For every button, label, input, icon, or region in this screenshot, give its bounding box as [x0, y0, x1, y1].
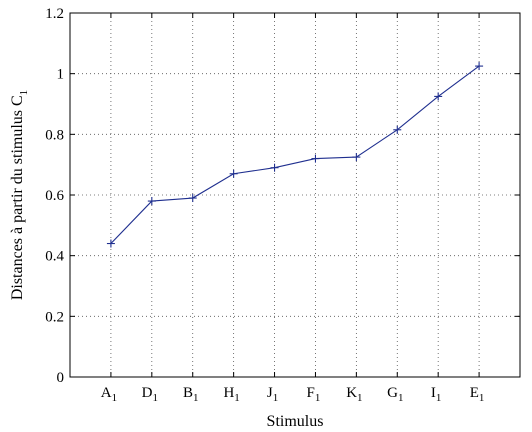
x-axis-ticks: A1 D1 B1 H1 J1 F1 K1 G1 I1 E1 — [101, 13, 485, 404]
data-point — [393, 125, 402, 134]
x-tick-label: H1 — [223, 385, 239, 404]
y-axis-label-subscript: 1 — [18, 90, 30, 96]
data-point — [229, 169, 238, 178]
x-tick-label: E1 — [470, 385, 485, 404]
x-tick-label: K1 — [346, 385, 362, 404]
series-layer — [106, 62, 484, 248]
y-tick-label: 0.8 — [45, 127, 64, 143]
data-point — [147, 197, 156, 206]
data-point — [434, 92, 443, 101]
data-point — [475, 62, 484, 71]
data-point — [188, 194, 197, 203]
x-tick-label: G1 — [387, 385, 403, 404]
x-tick-label: D1 — [142, 385, 158, 404]
data-point — [106, 239, 115, 248]
data-point — [352, 153, 361, 162]
data-point — [270, 163, 279, 172]
data-point — [311, 154, 320, 163]
y-tick-label: 0.2 — [45, 309, 64, 325]
y-tick-label: 0 — [57, 370, 65, 386]
y-tick-label: 0.4 — [45, 249, 64, 265]
x-tick-label: F1 — [307, 385, 321, 404]
y-tick-label: 0.6 — [45, 188, 64, 204]
grid-lines — [70, 13, 520, 377]
y-tick-label: 1.2 — [45, 6, 64, 22]
y-tick-label: 1 — [57, 67, 65, 83]
x-tick-label: A1 — [101, 385, 117, 404]
y-axis-ticks: 0 0.2 0.4 0.6 0.8 1 1.2 — [45, 6, 520, 386]
x-tick-label: B1 — [183, 385, 199, 404]
y-axis-label: Distances à partir du stimulus C1 — [9, 90, 30, 300]
series-line — [110, 65, 480, 244]
x-axis-label: Stimulus — [267, 413, 324, 430]
y-axis-label-main: Distances à partir du stimulus C — [9, 95, 26, 300]
x-tick-label: J1 — [267, 385, 278, 404]
x-tick-label: I1 — [431, 385, 442, 404]
